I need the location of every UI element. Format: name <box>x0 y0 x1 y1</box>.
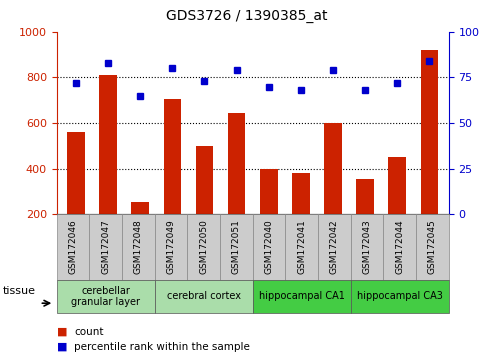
Text: percentile rank within the sample: percentile rank within the sample <box>74 342 250 352</box>
Text: GSM172045: GSM172045 <box>428 219 437 274</box>
Text: GSM172047: GSM172047 <box>101 219 110 274</box>
Text: GSM172043: GSM172043 <box>362 219 372 274</box>
Bar <box>324 124 342 260</box>
Text: ■: ■ <box>57 327 67 337</box>
Bar <box>228 113 246 260</box>
Bar <box>388 157 406 260</box>
Text: GSM172041: GSM172041 <box>297 219 306 274</box>
Bar <box>421 50 438 260</box>
Bar <box>196 146 213 260</box>
Text: GSM172051: GSM172051 <box>232 219 241 274</box>
Text: GSM172049: GSM172049 <box>167 219 176 274</box>
Text: hippocampal CA3: hippocampal CA3 <box>357 291 443 302</box>
Text: ■: ■ <box>57 342 67 352</box>
Bar <box>99 75 117 260</box>
Text: cerebral cortex: cerebral cortex <box>167 291 241 302</box>
Bar <box>260 169 278 260</box>
Text: GSM172042: GSM172042 <box>330 219 339 274</box>
Bar <box>132 202 149 260</box>
Text: hippocampal CA1: hippocampal CA1 <box>259 291 345 302</box>
Bar <box>292 173 310 260</box>
Text: cerebellar
granular layer: cerebellar granular layer <box>71 286 140 307</box>
Bar <box>356 179 374 260</box>
Text: GSM172048: GSM172048 <box>134 219 143 274</box>
Text: GSM172040: GSM172040 <box>264 219 274 274</box>
Bar <box>67 132 85 260</box>
Text: GSM172044: GSM172044 <box>395 219 404 274</box>
Text: GSM172050: GSM172050 <box>199 219 208 274</box>
Text: GSM172046: GSM172046 <box>69 219 77 274</box>
Bar <box>164 99 181 260</box>
Text: tissue: tissue <box>2 286 35 296</box>
Text: count: count <box>74 327 104 337</box>
Text: GDS3726 / 1390385_at: GDS3726 / 1390385_at <box>166 9 327 23</box>
